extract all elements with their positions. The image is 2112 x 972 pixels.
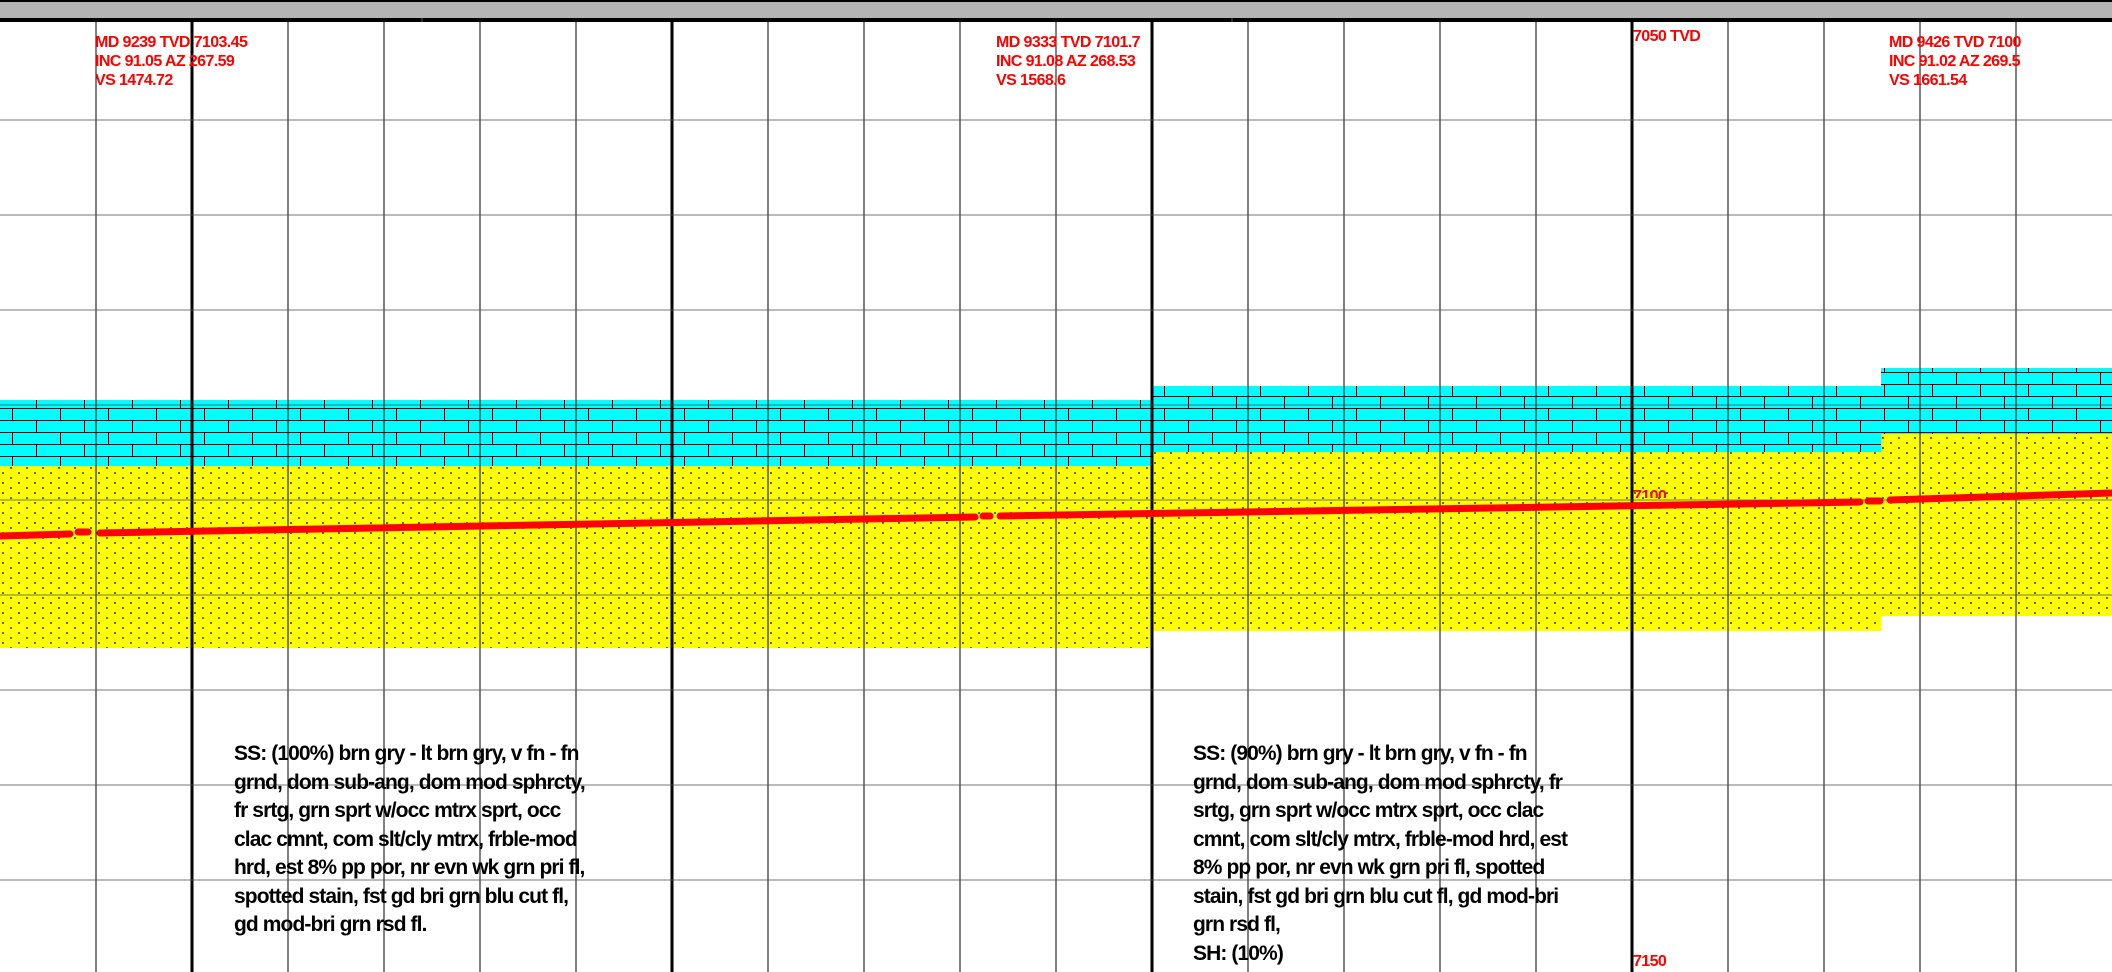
header-bar [0, 2, 2112, 18]
description-line: hrd, est 8% pp por, nr evn wk grn pri fl… [234, 856, 585, 879]
grid-layer [0, 22, 2112, 972]
wellbore-segment [1886, 489, 2112, 504]
survey-station-1: MD 9239 TVD 7103.45 INC 91.05 AZ 267.59 … [95, 33, 248, 90]
sandstone-dot-overlay [1151, 452, 1881, 631]
tvd-label-mid: 7100 [1633, 488, 1667, 498]
survey-inc-text: INC 91.02 AZ 269.5 [1889, 53, 2021, 70]
description-line: SS: (100%) brn gry - lt brn gry, v fn - … [234, 742, 579, 765]
lithology-description-right: SS: (90%) brn gry - lt brn gry, v fn - f… [1193, 740, 1568, 968]
description-line: SH: (10%) [1193, 941, 1284, 965]
survey-station-2: MD 9333 TVD 7101.7 INC 91.08 AZ 268.53 V… [996, 33, 1141, 90]
description-line: SS: (90%) brn gry - lt brn gry, v fn - f… [1193, 742, 1528, 765]
header-layer [0, 0, 2112, 22]
survey-vs-text: VS 1474.72 [95, 72, 173, 89]
limestone-brick-overlay [1881, 368, 2112, 434]
sandstone-dot-overlay [1881, 434, 2112, 616]
survey-vs-text: VS 1568.6 [996, 72, 1066, 89]
description-line: clac cmnt, com slt/cly mtrx, frble-mod [234, 827, 578, 851]
wellbore-segment [0, 530, 74, 540]
survey-md-text: MD 9239 TVD 7103.45 [95, 34, 248, 51]
description-line: grn rsd fl, [1193, 913, 1281, 936]
description-line: 8% pp por, nr evn wk grn pri fl, spotted [1193, 856, 1545, 879]
description-line: stain, fst gd bri grn blu cut fl, gd mod… [1193, 884, 1559, 908]
tvd-label-top: 7050 TVD [1633, 28, 1701, 45]
description-line: spotted stain, fst gd bri grn blu cut fl… [234, 884, 569, 908]
wellbore-layer [0, 489, 2112, 540]
description-line: fr srtg, grn sprt w/occ mtrx sprt, occ [234, 799, 561, 822]
description-line: cmnt, com slt/cly mtrx, frble-mod hrd, e… [1193, 827, 1568, 851]
wellbore-segment [96, 513, 979, 537]
description-line: gd mod-bri grn rsd fl. [234, 913, 427, 936]
description-line: grnd, dom sub-ang, dom mod sphrcty, fr [1193, 770, 1563, 794]
survey-station-3: MD 9426 TVD 7100 INC 91.02 AZ 269.5 VS 1… [1889, 33, 2021, 90]
survey-vs-text: VS 1661.54 [1889, 72, 1967, 89]
description-line: srtg, grn sprt w/occ mtrx sprt, occ clac [1193, 799, 1544, 822]
limestone-brick-overlay [1151, 386, 1881, 452]
survey-inc-text: INC 91.05 AZ 267.59 [95, 53, 235, 70]
tvd-label-bottom: 7150 [1633, 953, 1667, 970]
survey-md-text: MD 9426 TVD 7100 [1889, 34, 2021, 51]
survey-md-text: MD 9333 TVD 7101.7 [996, 34, 1141, 51]
lithology-description-left: SS: (100%) brn gry - lt brn gry, v fn - … [234, 740, 586, 940]
description-line: grnd, dom sub-ang, dom mod sphrcty, [234, 770, 586, 794]
wellbore-segment [996, 498, 1864, 520]
survey-inc-text: INC 91.08 AZ 268.53 [996, 53, 1136, 70]
